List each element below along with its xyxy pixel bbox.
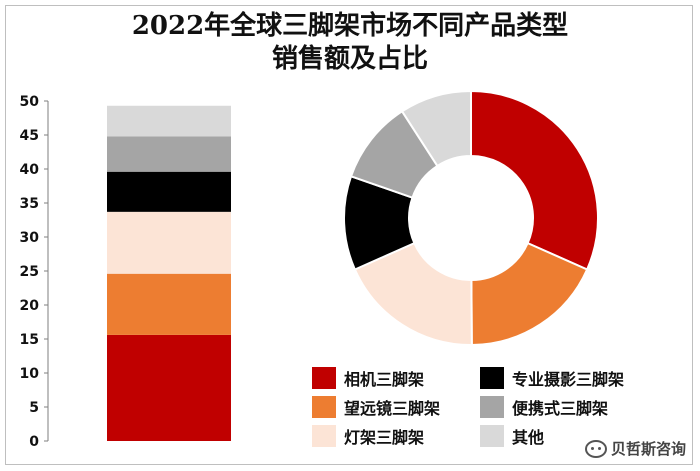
legend-label: 专业摄影三脚架: [512, 370, 625, 389]
y-tick-label: 20: [20, 298, 40, 314]
y-tick-label: 0: [29, 434, 39, 450]
watermark-text: 贝哲斯咨询: [611, 440, 687, 458]
legend-label: 望远镜三脚架: [344, 399, 441, 418]
legend-item-telescope: 望远镜三脚架: [312, 395, 440, 419]
chart-title: 2022年全球三脚架市场不同产品类型 销售额及占比: [0, 10, 700, 76]
legend-swatch: [312, 396, 336, 418]
donut-slice: [353, 241, 473, 346]
bar-segment: [107, 273, 231, 335]
y-tick-label: 15: [20, 332, 39, 348]
legend-swatch: [480, 425, 504, 447]
bar-segment: [107, 171, 231, 212]
legend-item-light-stand: 灯架三脚架: [312, 424, 424, 448]
donut-slice: [470, 241, 589, 347]
legend-swatch: [312, 367, 336, 389]
y-tick-label: 45: [20, 128, 39, 144]
legend-label: 相机三脚架: [344, 370, 425, 389]
legend-swatch: [312, 425, 336, 447]
legend-item-professional: 专业摄影三脚架: [480, 366, 624, 390]
legend-label: 其他: [512, 428, 545, 447]
y-tick-label: 40: [20, 162, 40, 178]
y-tick-label: 5: [29, 400, 39, 416]
donut-chart: [343, 89, 599, 347]
donut-slice: [470, 89, 599, 271]
weibo-icon: [585, 439, 607, 458]
legend-label: 便携式三脚架: [512, 399, 609, 418]
y-tick-label: 10: [20, 366, 40, 382]
legend-swatch: [480, 367, 504, 389]
legend-item-camera: 相机三脚架: [312, 366, 424, 390]
legend: 相机三脚架 专业摄影三脚架 望远镜三脚架 便携式三脚架 灯架三脚架 其他: [312, 366, 672, 456]
bar-segment: [107, 105, 231, 137]
bar-segment: [107, 136, 231, 172]
legend-item-portable: 便携式三脚架: [480, 395, 608, 419]
legend-label: 灯架三脚架: [344, 428, 425, 447]
legend-item-other: 其他: [480, 424, 544, 448]
bar-segment: [107, 211, 231, 274]
y-tick-label: 35: [20, 196, 39, 212]
y-tick-label: 50: [20, 94, 40, 110]
donut-slice: [400, 89, 472, 168]
bar-segment: [107, 334, 231, 441]
y-tick-label: 25: [20, 264, 39, 280]
chart-title-line2: 销售额及占比: [271, 44, 428, 74]
legend-swatch: [480, 396, 504, 418]
y-tick-label: 30: [20, 230, 40, 246]
chart-title-line1: 2022年全球三脚架市场不同产品类型: [131, 11, 569, 41]
bar-y-axis: 0 5 10 15 20 25 30 35 40 45 50: [20, 94, 49, 450]
stacked-bar: [107, 105, 231, 441]
watermark: 贝哲斯咨询: [585, 438, 686, 459]
